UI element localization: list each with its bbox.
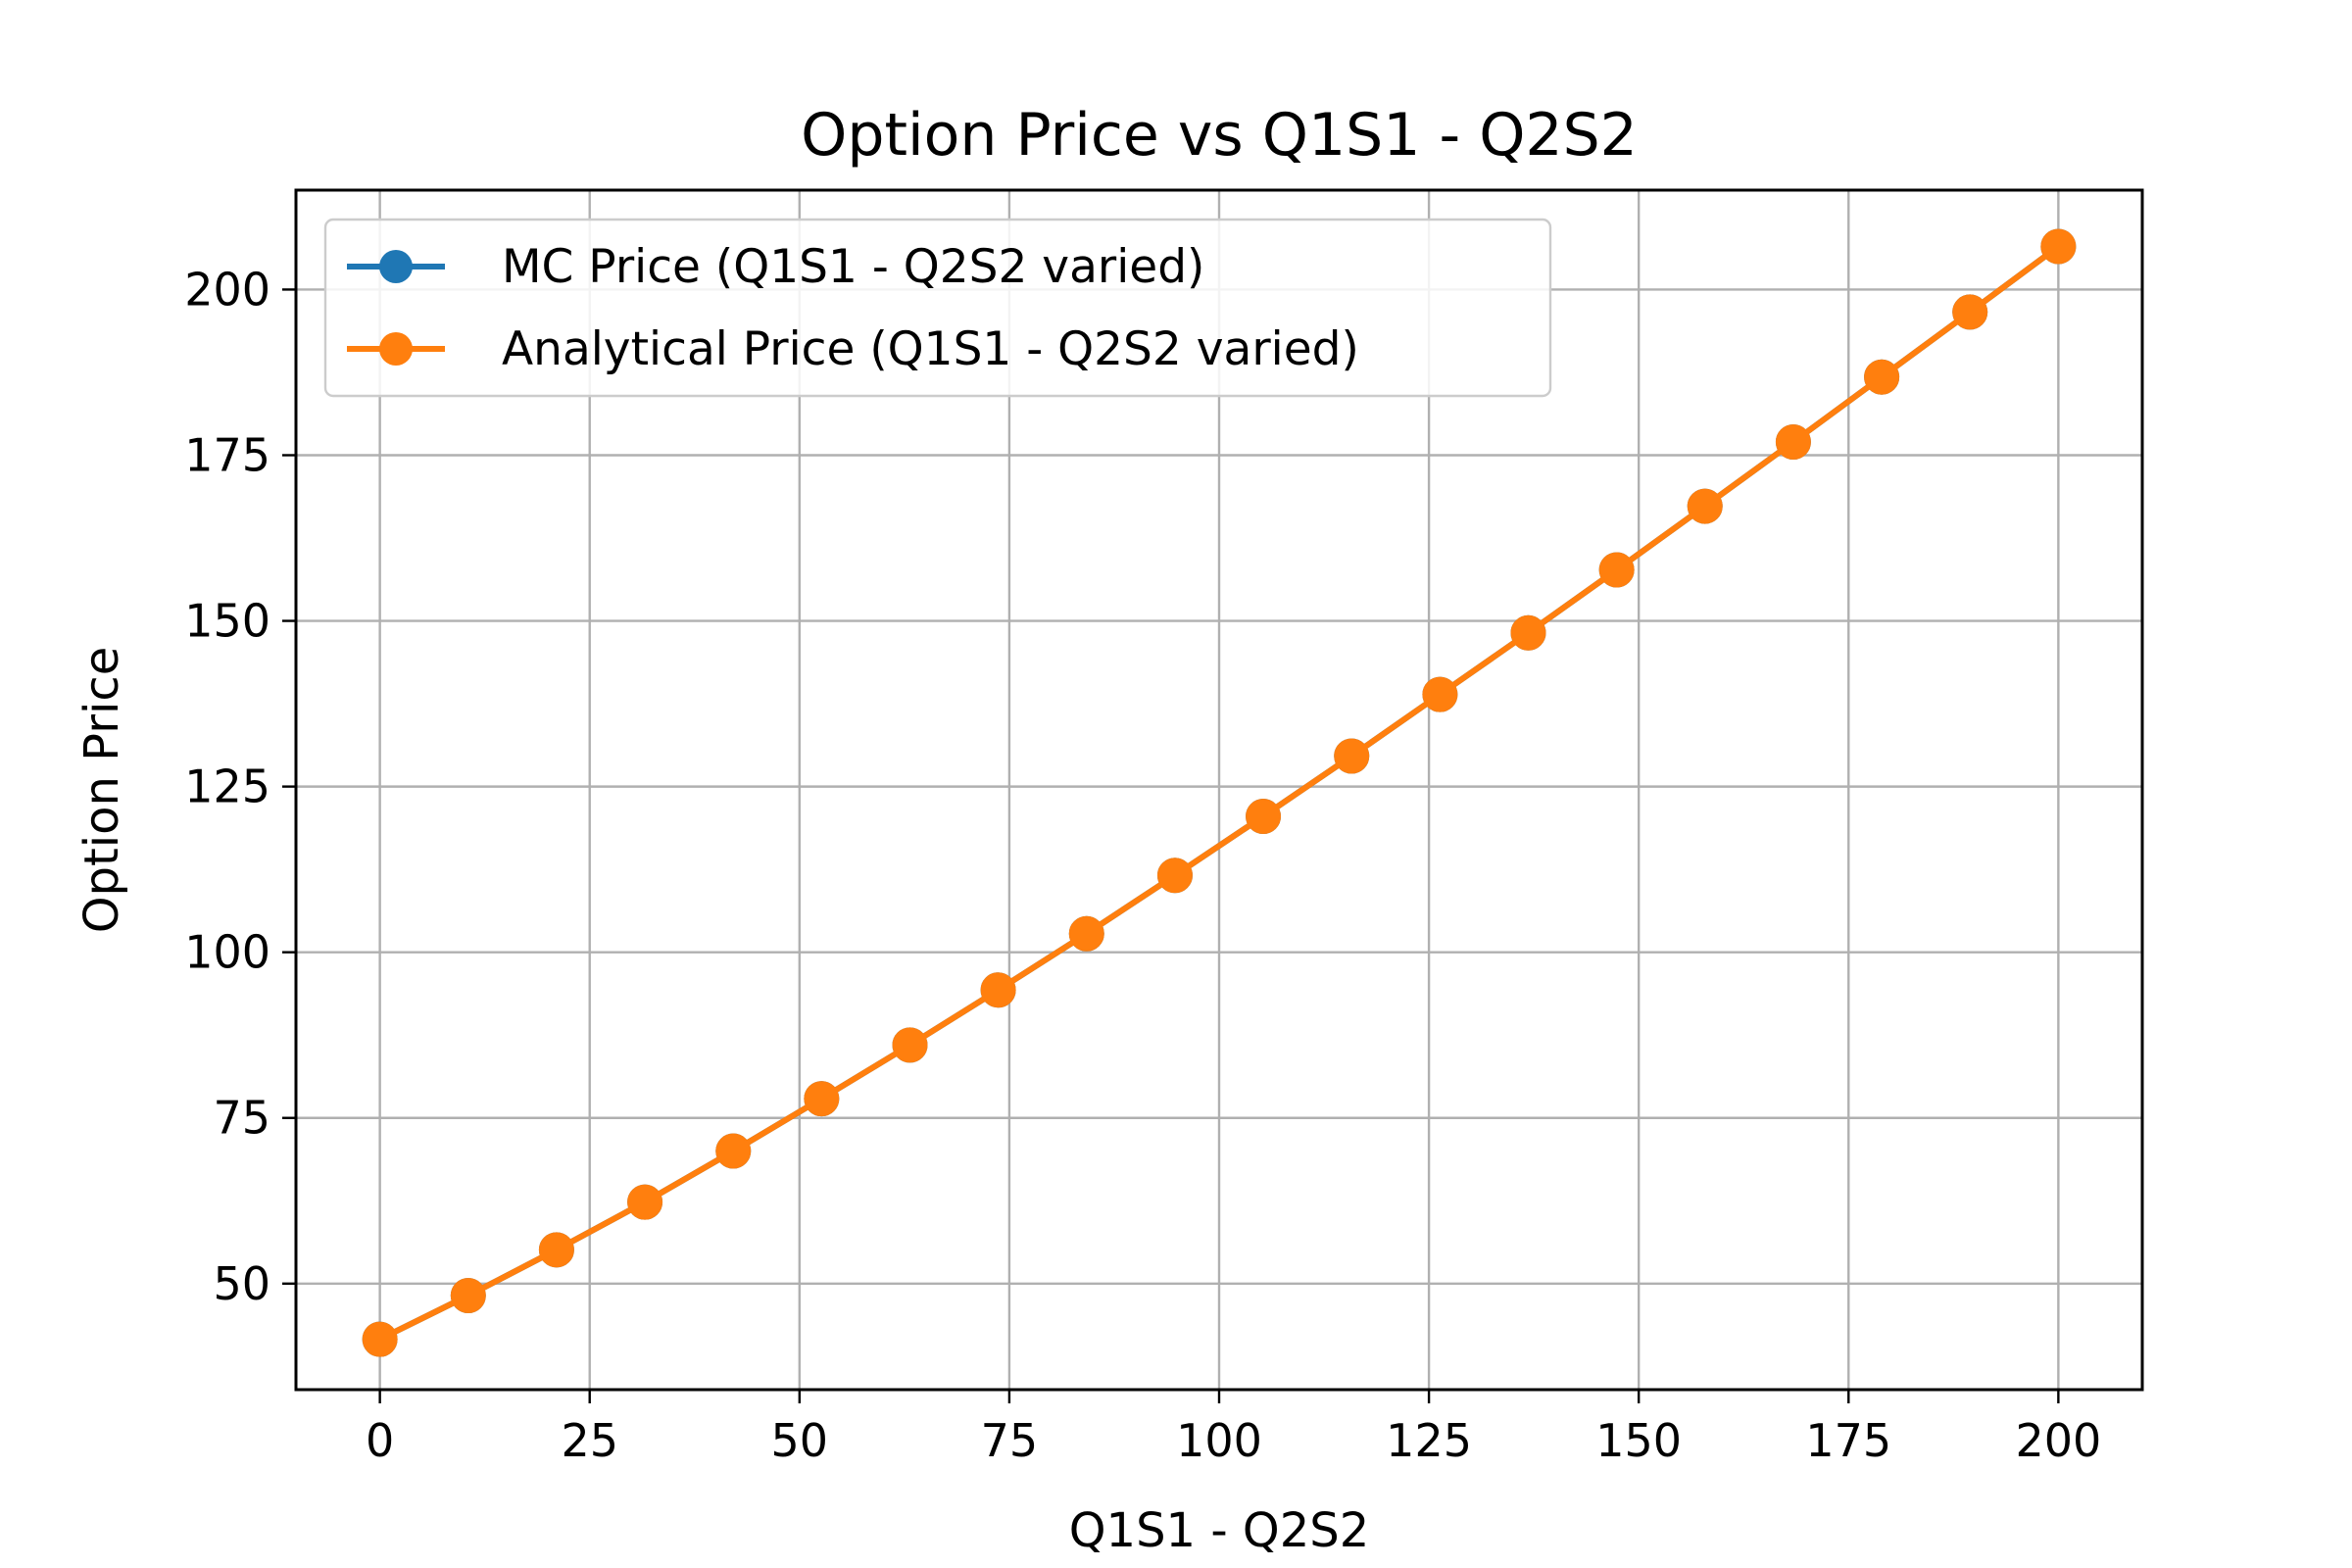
x-tick-label: 0 — [366, 1414, 394, 1467]
legend-swatch-marker — [379, 250, 413, 283]
data-point — [1775, 423, 1811, 460]
legend-swatch-marker — [379, 332, 413, 366]
x-tick-label: 50 — [771, 1414, 829, 1467]
series-2 — [362, 228, 2077, 1357]
x-tick-label: 175 — [1805, 1414, 1891, 1467]
y-tick-label: 200 — [184, 263, 270, 316]
y-axis: 50 75 100 125 150 175 200 — [184, 263, 296, 1310]
legend: MC Price (Q1S1 - Q2S2 varied) Analytical … — [323, 218, 1552, 398]
y-tick-label: 125 — [184, 760, 270, 813]
data-point — [1952, 294, 1988, 330]
y-tick-label: 150 — [184, 595, 270, 648]
data-point — [450, 1277, 486, 1313]
data-point — [715, 1133, 752, 1169]
legend-label: MC Price (Q1S1 - Q2S2 varied) — [502, 240, 1204, 294]
data-point — [892, 1027, 928, 1063]
data-point — [1422, 676, 1458, 712]
data-point — [538, 1232, 574, 1268]
data-point — [2040, 228, 2077, 265]
data-point — [1068, 915, 1104, 952]
data-point — [804, 1081, 840, 1117]
x-axis: 0 25 50 75 100 125 150 175 200 — [366, 1390, 2101, 1467]
x-tick-label: 75 — [981, 1414, 1039, 1467]
chart-title: Option Price vs Q1S1 - Q2S2 — [801, 101, 1638, 170]
legend-label: Analytical Price (Q1S1 - Q2S2 varied) — [502, 322, 1359, 376]
y-axis-label: Option Price — [74, 647, 129, 934]
data-point — [1510, 614, 1546, 651]
legend-item: Analytical Price (Q1S1 - Q2S2 varied) — [347, 322, 1359, 376]
series-layer — [362, 228, 2077, 1357]
data-point — [1334, 738, 1370, 774]
x-tick-label: 25 — [561, 1414, 618, 1467]
data-point — [627, 1184, 663, 1220]
y-tick-label: 75 — [213, 1092, 270, 1145]
x-axis-label: Q1S1 - Q2S2 — [1069, 1503, 1370, 1558]
legend-box — [323, 218, 1552, 398]
data-point — [1598, 552, 1635, 588]
x-tick-label: 125 — [1386, 1414, 1472, 1467]
data-point — [1156, 858, 1193, 894]
legend-item: MC Price (Q1S1 - Q2S2 varied) — [347, 240, 1204, 294]
data-point — [362, 1321, 398, 1357]
x-tick-label: 100 — [1176, 1414, 1262, 1467]
data-point — [980, 972, 1016, 1008]
data-point — [1246, 799, 1282, 835]
data-point — [1864, 359, 1900, 395]
x-tick-label: 200 — [2015, 1414, 2101, 1467]
x-tick-label: 150 — [1595, 1414, 1682, 1467]
data-point — [1687, 488, 1723, 524]
y-tick-label: 100 — [184, 926, 270, 979]
y-tick-label: 175 — [184, 428, 270, 481]
y-tick-label: 50 — [213, 1257, 270, 1310]
